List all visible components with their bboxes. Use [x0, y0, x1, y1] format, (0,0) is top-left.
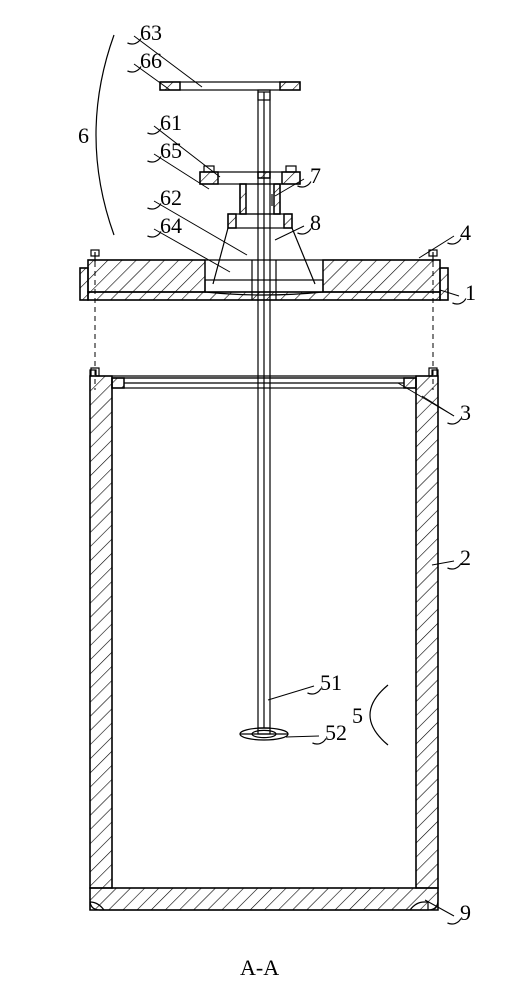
svg-text:1: 1: [465, 280, 476, 305]
svg-text:61: 61: [160, 110, 182, 135]
svg-text:9: 9: [460, 900, 471, 925]
svg-text:3: 3: [460, 400, 471, 425]
section-diagram: 6366616562647841325152965A-A: [0, 0, 520, 1000]
svg-text:5: 5: [352, 703, 363, 728]
svg-text:62: 62: [160, 185, 182, 210]
svg-text:51: 51: [320, 670, 342, 695]
svg-text:4: 4: [460, 220, 471, 245]
svg-text:6: 6: [78, 123, 89, 148]
svg-text:52: 52: [325, 720, 347, 745]
svg-text:64: 64: [160, 213, 182, 238]
svg-text:65: 65: [160, 138, 182, 163]
svg-text:7: 7: [310, 163, 321, 188]
svg-text:2: 2: [460, 545, 471, 570]
svg-text:8: 8: [310, 210, 321, 235]
svg-text:A-A: A-A: [240, 955, 279, 980]
svg-text:66: 66: [140, 48, 162, 73]
svg-text:63: 63: [140, 20, 162, 45]
